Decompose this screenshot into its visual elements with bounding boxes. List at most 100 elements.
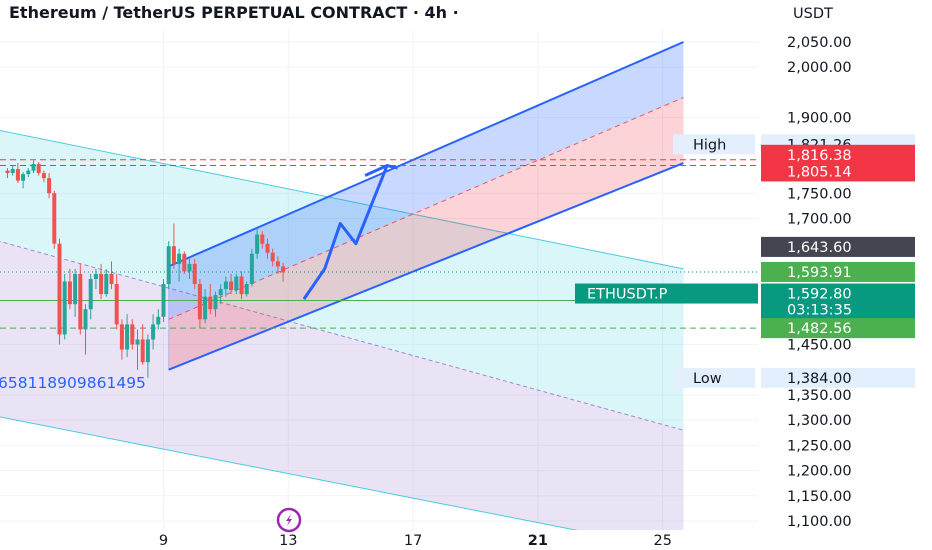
price-tags: High1,821.261,816.381,805.141,643.601,59… (575, 134, 915, 388)
teal-band-fill (0, 130, 684, 431)
ticker-countdown: 03:13:35 (787, 303, 852, 319)
currency-label[interactable]: USDT (793, 6, 833, 22)
x-tick-label: 9 (159, 533, 168, 549)
y-tick-label: 1,750.00 (787, 186, 852, 202)
candle (114, 273, 119, 330)
price-tag-value: 1,593.91 (787, 265, 852, 281)
candle-body (151, 324, 156, 340)
y-tick-label: 1,900.00 (787, 111, 852, 127)
teal-band-top-line (0, 129, 684, 270)
candle-body (47, 178, 52, 194)
projection-path[interactable] (302, 164, 389, 300)
ticker-price: 1,592.80 (787, 287, 852, 303)
price-tag: 1,593.91 (761, 261, 915, 282)
candle-body (265, 243, 270, 253)
candle-body (67, 281, 72, 305)
channel-drawings[interactable] (0, 41, 684, 550)
candle (119, 319, 124, 360)
candle-body (83, 309, 88, 330)
candle (10, 165, 15, 176)
candle-body (275, 261, 280, 267)
candle (36, 162, 41, 176)
candle (5, 168, 10, 179)
candle (140, 324, 145, 365)
ticker-price-bg (761, 283, 915, 320)
price-axis[interactable]: 2,050.00 2,000.00 1,900.00 1,750.00 1,700.00… (787, 35, 852, 530)
candle-body (31, 164, 36, 171)
candle-body (260, 234, 265, 244)
price-tag: 1,816.38 (761, 144, 915, 165)
candle-body (78, 273, 83, 330)
x-tick-label: 17 (404, 533, 422, 549)
candle-body (229, 281, 234, 291)
lightning-icon[interactable] (276, 507, 302, 533)
candle (15, 163, 20, 184)
candle (130, 319, 135, 350)
candle-body (187, 263, 192, 272)
candle-body (281, 266, 286, 273)
candle-body (57, 243, 62, 335)
projection-arrow[interactable] (302, 164, 398, 300)
candle (104, 268, 109, 297)
candle (161, 278, 166, 322)
candle-body (26, 170, 31, 175)
candle-body (130, 324, 135, 345)
purple-band-fill (0, 241, 684, 530)
candle-body (177, 253, 182, 264)
candle (208, 284, 213, 315)
candle (197, 278, 202, 329)
price-tag-label-bg (673, 367, 755, 388)
candle-body (73, 273, 78, 305)
candle-body (161, 284, 166, 317)
x-tick-label: 21 (528, 533, 548, 549)
candle-body (36, 164, 41, 174)
candle (21, 172, 26, 189)
candle (73, 268, 78, 317)
candle (99, 263, 104, 300)
chart-title: Ethereum / TetherUS PERPETUAL CONTRACT ·… (9, 3, 459, 22)
channel-upper-line[interactable] (168, 41, 684, 268)
y-tick-label: 1,300.00 (787, 413, 852, 429)
candle-body (270, 252, 275, 262)
y-tick-label: 1,250.00 (787, 438, 852, 454)
y-tick-label: 1,200.00 (787, 464, 852, 480)
candle-body (119, 324, 124, 350)
candle-body (125, 324, 130, 350)
time-axis[interactable]: 9 13 17 21 25 (159, 533, 672, 549)
candle (265, 238, 270, 259)
channel-lower-line[interactable] (168, 162, 684, 371)
y-tick-label: 1,450.00 (787, 338, 852, 354)
candle (156, 309, 161, 330)
ticker-label-bg (575, 283, 758, 304)
overlay-number-text: 658118909861495 (0, 374, 146, 392)
candle (255, 228, 260, 259)
candle-body (208, 296, 213, 310)
candle (67, 268, 72, 310)
candle-body (156, 316, 161, 325)
candle (88, 273, 93, 320)
candle-body (88, 278, 93, 310)
candle (52, 190, 57, 249)
candle-body (99, 273, 104, 295)
candle-body (203, 296, 208, 320)
candle (171, 223, 176, 269)
price-tag-bg (761, 236, 915, 257)
price-tag-value: 1,643.60 (787, 240, 852, 256)
candles (5, 160, 286, 378)
candle (125, 314, 130, 358)
ticker-label: ETHUSDT.P (587, 287, 668, 303)
candle (229, 273, 234, 295)
candle (281, 262, 286, 282)
price-tag-label: Low (693, 371, 722, 387)
channel-mid-dashed-line (168, 97, 684, 320)
candle-body (93, 273, 98, 279)
candle (145, 334, 150, 378)
price-tag-value: 1,816.38 (787, 148, 852, 164)
price-tag-bg (761, 367, 915, 388)
candle-body (109, 273, 114, 285)
candle-body (15, 169, 20, 181)
candle (41, 170, 46, 183)
y-tick-label: 1,100.00 (787, 514, 852, 530)
candle (151, 314, 156, 350)
